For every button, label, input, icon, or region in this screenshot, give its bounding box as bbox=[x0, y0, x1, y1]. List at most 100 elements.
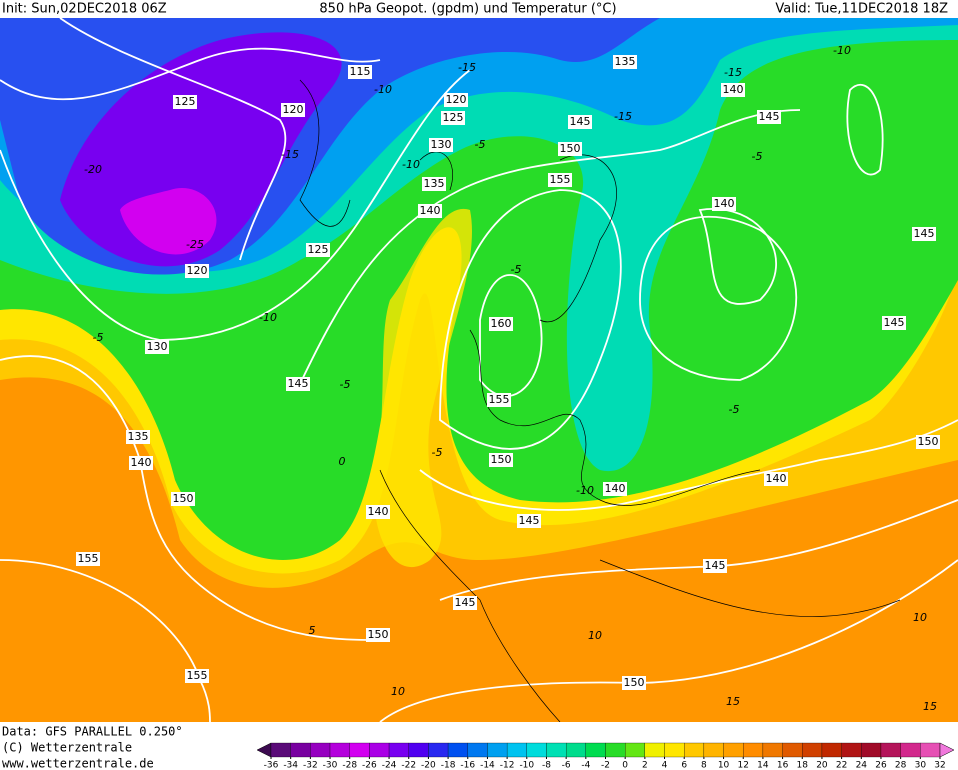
colorbar-tick-label: -12 bbox=[500, 761, 515, 770]
temperature-label: 15 bbox=[923, 700, 937, 713]
geopotential-label-box bbox=[916, 435, 940, 449]
geopotential-label-box bbox=[764, 472, 788, 486]
data-source: Data: GFS PARALLEL 0.250° bbox=[2, 725, 183, 739]
geopotential-label-box bbox=[712, 197, 736, 211]
colorbar-tick-label: 10 bbox=[718, 761, 730, 770]
geopotential-label-box bbox=[489, 453, 513, 467]
colorbar-tick-label: 32 bbox=[934, 761, 945, 770]
colorbar-segment bbox=[428, 742, 449, 758]
temperature-label: -15 bbox=[458, 61, 476, 74]
geopotential-label: 125 bbox=[308, 243, 329, 256]
geopotential-label-box bbox=[757, 110, 781, 124]
temperature-label: 10 bbox=[391, 685, 405, 698]
geopotential-label-box bbox=[568, 115, 592, 129]
geopotential-label: 140 bbox=[714, 197, 735, 210]
colorbar-segment bbox=[625, 742, 646, 758]
geopotential-label: 140 bbox=[766, 472, 787, 485]
colorbar-segment bbox=[447, 742, 468, 758]
colorbar-segment bbox=[802, 742, 823, 758]
colorbar-segment bbox=[605, 742, 626, 758]
geopotential-label-box bbox=[281, 103, 305, 117]
temperature-label: -10 bbox=[259, 311, 277, 324]
geopotential-label-box bbox=[422, 177, 446, 191]
geopotential-label: 140 bbox=[723, 83, 744, 96]
geopotential-label-box bbox=[286, 377, 310, 391]
geopotential-label-box bbox=[429, 138, 453, 152]
colorbar-tick-label: 0 bbox=[622, 761, 628, 770]
geopotential-label: 150 bbox=[624, 676, 645, 689]
colorbar-segment bbox=[270, 742, 291, 758]
colorbar-tick-label: 18 bbox=[797, 761, 809, 770]
colorbar-segment bbox=[762, 742, 783, 758]
geopotential-label: 155 bbox=[78, 552, 99, 565]
colorbar-tick-label: 22 bbox=[836, 761, 847, 770]
geopotential-label-box bbox=[441, 111, 465, 125]
geopotential-label-box bbox=[487, 393, 511, 407]
geopotential-label-box bbox=[366, 505, 390, 519]
geopotential-label: 145 bbox=[288, 377, 309, 390]
temperature-label: -15 bbox=[281, 148, 299, 161]
geopotential-label: 155 bbox=[550, 173, 571, 186]
colorbar-tick-label: -34 bbox=[283, 761, 298, 770]
colorbar-segment bbox=[723, 742, 744, 758]
geopotential-label-box bbox=[366, 628, 390, 642]
colorbar-segment bbox=[329, 742, 350, 758]
copyright: (C) Wetterzentrale bbox=[2, 741, 132, 755]
geopotential-label-box bbox=[129, 456, 153, 470]
colorbar-segment bbox=[841, 742, 862, 758]
colorbar-segment bbox=[644, 742, 665, 758]
geopotential-label: 135 bbox=[128, 430, 149, 443]
colorbar-segment bbox=[900, 742, 921, 758]
colorbar-segment bbox=[743, 742, 764, 758]
colorbar-tick-label: -30 bbox=[323, 761, 338, 770]
geopotential-label: 130 bbox=[431, 138, 452, 151]
geopotential-label-box bbox=[721, 83, 745, 97]
colorbar-segment bbox=[310, 742, 331, 758]
geopotential-label: 150 bbox=[491, 453, 512, 466]
temperature-label: -10 bbox=[576, 484, 594, 497]
colorbar-tick-label: -20 bbox=[421, 761, 436, 770]
geopotential-label-box bbox=[558, 142, 582, 156]
temperature-label: 5 bbox=[309, 624, 316, 637]
colorbar-tick-label: 2 bbox=[642, 761, 648, 770]
map-background bbox=[0, 18, 958, 722]
colorbar-tick-label: 24 bbox=[856, 761, 868, 770]
temperature-label: -5 bbox=[93, 331, 104, 344]
temperature-label: -10 bbox=[374, 83, 392, 96]
geopotential-label: 145 bbox=[914, 227, 935, 240]
colorbar-tick-label: -6 bbox=[562, 761, 571, 770]
colorbar-tick-label: -2 bbox=[601, 761, 610, 770]
temperature-label: -15 bbox=[614, 110, 632, 123]
colorbar-segment bbox=[349, 742, 370, 758]
colorbar-tick-label: -24 bbox=[382, 761, 397, 770]
geopotential-label-box bbox=[489, 317, 513, 331]
colorbar-tick-label: 8 bbox=[701, 761, 707, 770]
geopotential-label-box bbox=[613, 55, 637, 69]
colorbar-segment bbox=[526, 742, 547, 758]
geopotential-label: 135 bbox=[615, 55, 636, 68]
colorbar-tick-label: 26 bbox=[875, 761, 887, 770]
geopotential-label: 145 bbox=[570, 115, 591, 128]
colorbar-segment bbox=[369, 742, 390, 758]
colorbar-tick-label: 12 bbox=[738, 761, 749, 770]
temperature-label: -5 bbox=[511, 263, 522, 276]
colorbar: -36 -34 -32 -30 -28 -26 -24 -22 -20 -18 -16 -14 -12-… bbox=[256, 742, 955, 770]
colorbar-tick-label: 16 bbox=[777, 761, 789, 770]
colorbar-segment bbox=[920, 742, 941, 758]
temperature-label: -15 bbox=[724, 66, 742, 79]
geopotential-label: 145 bbox=[455, 596, 476, 609]
geopotential-label: 160 bbox=[491, 317, 512, 330]
colorbar-tick-label: -28 bbox=[342, 761, 357, 770]
geopotential-label-box bbox=[185, 669, 209, 683]
valid-time: Valid: Tue,11DEC2018 18Z bbox=[775, 2, 948, 17]
colorbar-segment bbox=[565, 742, 586, 758]
geopotential-label-box bbox=[348, 65, 372, 79]
geopotential-label-box bbox=[703, 559, 727, 573]
geopotential-label-box bbox=[453, 596, 477, 610]
colorbar-tick-label: 4 bbox=[662, 761, 668, 770]
colorbar-tick-label: 20 bbox=[816, 761, 828, 770]
colorbar-arrow-high bbox=[939, 742, 955, 758]
geopotential-label: 150 bbox=[560, 142, 581, 155]
colorbar-tick-label: 6 bbox=[681, 761, 687, 770]
